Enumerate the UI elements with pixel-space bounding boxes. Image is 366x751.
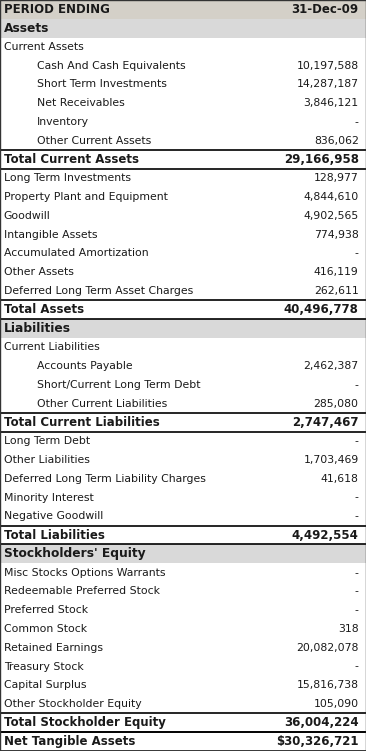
- Text: Preferred Stock: Preferred Stock: [4, 605, 88, 615]
- Text: Redeemable Preferred Stock: Redeemable Preferred Stock: [4, 587, 160, 596]
- Text: 2,747,467: 2,747,467: [292, 416, 359, 429]
- Text: $30,326,721: $30,326,721: [276, 735, 359, 748]
- Text: 774,938: 774,938: [314, 230, 359, 240]
- Text: Retained Earnings: Retained Earnings: [4, 643, 102, 653]
- Text: Inventory: Inventory: [37, 117, 89, 127]
- Text: Negative Goodwill: Negative Goodwill: [4, 511, 103, 521]
- Text: -: -: [355, 587, 359, 596]
- Text: Intangible Assets: Intangible Assets: [4, 230, 97, 240]
- Bar: [0, 319, 366, 338]
- Bar: [0, 544, 366, 563]
- Text: Minority Interest: Minority Interest: [4, 493, 93, 502]
- Text: Total Assets: Total Assets: [4, 303, 84, 316]
- Text: Stockholders' Equity: Stockholders' Equity: [4, 547, 145, 560]
- Text: Other Stockholder Equity: Other Stockholder Equity: [4, 699, 141, 709]
- Text: Long Term Investments: Long Term Investments: [4, 173, 131, 183]
- Text: 1,703,469: 1,703,469: [303, 455, 359, 465]
- Text: 416,119: 416,119: [314, 267, 359, 277]
- Text: -: -: [355, 117, 359, 127]
- Bar: [0, 19, 366, 38]
- Text: Treasury Stock: Treasury Stock: [4, 662, 83, 671]
- Text: 20,082,078: 20,082,078: [296, 643, 359, 653]
- Text: -: -: [355, 380, 359, 390]
- Text: 15,816,738: 15,816,738: [297, 680, 359, 690]
- Text: Long Term Debt: Long Term Debt: [4, 436, 90, 446]
- Text: Property Plant and Equipment: Property Plant and Equipment: [4, 192, 168, 202]
- Text: Liabilities: Liabilities: [4, 322, 71, 335]
- Text: 36,004,224: 36,004,224: [284, 716, 359, 729]
- Text: Other Current Liabilities: Other Current Liabilities: [37, 399, 167, 409]
- Text: Total Liabilities: Total Liabilities: [4, 529, 105, 541]
- Text: 3,846,121: 3,846,121: [303, 98, 359, 108]
- Text: 14,287,187: 14,287,187: [297, 80, 359, 89]
- Text: 318: 318: [338, 624, 359, 634]
- Text: -: -: [355, 605, 359, 615]
- Text: Other Current Assets: Other Current Assets: [37, 136, 151, 146]
- Text: Accounts Payable: Accounts Payable: [37, 361, 132, 371]
- Text: Current Liabilities: Current Liabilities: [4, 342, 100, 352]
- Text: Other Assets: Other Assets: [4, 267, 74, 277]
- Text: -: -: [355, 511, 359, 521]
- Text: 2,462,387: 2,462,387: [303, 361, 359, 371]
- Text: Total Stockholder Equity: Total Stockholder Equity: [4, 716, 165, 729]
- Text: -: -: [355, 436, 359, 446]
- Text: Net Tangible Assets: Net Tangible Assets: [4, 735, 135, 748]
- Text: Total Current Liabilities: Total Current Liabilities: [4, 416, 160, 429]
- Text: -: -: [355, 493, 359, 502]
- Text: 4,902,565: 4,902,565: [303, 211, 359, 221]
- Text: 41,618: 41,618: [321, 474, 359, 484]
- Text: Other Liabilities: Other Liabilities: [4, 455, 90, 465]
- Text: Accumulated Amortization: Accumulated Amortization: [4, 249, 148, 258]
- Text: Misc Stocks Options Warrants: Misc Stocks Options Warrants: [4, 568, 165, 578]
- Text: -: -: [355, 249, 359, 258]
- Text: 31-Dec-09: 31-Dec-09: [292, 3, 359, 16]
- Text: -: -: [355, 568, 359, 578]
- Text: Goodwill: Goodwill: [4, 211, 51, 221]
- Text: Short Term Investments: Short Term Investments: [37, 80, 167, 89]
- Text: Assets: Assets: [4, 22, 49, 35]
- Text: Short/Current Long Term Debt: Short/Current Long Term Debt: [37, 380, 200, 390]
- Text: 128,977: 128,977: [314, 173, 359, 183]
- Text: 262,611: 262,611: [314, 286, 359, 296]
- Text: 836,062: 836,062: [314, 136, 359, 146]
- Text: 105,090: 105,090: [314, 699, 359, 709]
- Text: 4,492,554: 4,492,554: [292, 529, 359, 541]
- Text: Cash And Cash Equivalents: Cash And Cash Equivalents: [37, 61, 185, 71]
- Text: 40,496,778: 40,496,778: [284, 303, 359, 316]
- Text: 4,844,610: 4,844,610: [303, 192, 359, 202]
- Bar: [0, 0, 366, 19]
- Text: 29,166,958: 29,166,958: [284, 153, 359, 166]
- Text: Net Receivables: Net Receivables: [37, 98, 124, 108]
- Text: 285,080: 285,080: [314, 399, 359, 409]
- Text: Total Current Assets: Total Current Assets: [4, 153, 139, 166]
- Text: PERIOD ENDING: PERIOD ENDING: [4, 3, 109, 16]
- Text: -: -: [355, 662, 359, 671]
- Text: Deferred Long Term Liability Charges: Deferred Long Term Liability Charges: [4, 474, 206, 484]
- Text: Common Stock: Common Stock: [4, 624, 87, 634]
- Text: Deferred Long Term Asset Charges: Deferred Long Term Asset Charges: [4, 286, 193, 296]
- Text: 10,197,588: 10,197,588: [296, 61, 359, 71]
- Text: Capital Surplus: Capital Surplus: [4, 680, 86, 690]
- Text: Current Assets: Current Assets: [4, 42, 83, 52]
